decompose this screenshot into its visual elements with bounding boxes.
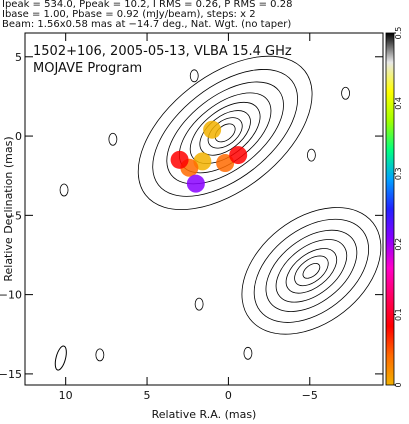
- y-axis-label: Relative Declination (mas): [2, 136, 15, 281]
- contour-line: [152, 69, 298, 197]
- y-tick-label: 0: [15, 130, 22, 143]
- beam-ellipse: [54, 345, 67, 371]
- header-line-2: Ibase = 1.00, Pbase = 0.92 (mJy/beam), s…: [2, 9, 256, 20]
- contour-line: [275, 239, 348, 303]
- noise-contour: [95, 348, 105, 362]
- polarization-patch: [216, 154, 235, 173]
- colorbar-tick-label: 0: [394, 382, 403, 387]
- plot-title: 1502+106, 2005-05-13, VLBA 15.4 GHz: [33, 44, 292, 59]
- contour-line: [253, 218, 370, 323]
- polarization-patch: [229, 146, 248, 165]
- x-tick-label: 0: [225, 389, 232, 402]
- colorbar-tick-label: 0.4: [394, 97, 403, 110]
- noise-contour: [341, 86, 350, 100]
- y-tick-label: −15: [0, 368, 22, 381]
- contour-line: [137, 55, 313, 210]
- noise-contour: [306, 148, 316, 162]
- noise-contour: [108, 132, 118, 146]
- plot-frame: [24, 32, 384, 386]
- contour-line: [265, 229, 358, 312]
- header-line-3: Beam: 1.56x0.58 mas at −14.7 deg., Nat. …: [2, 19, 292, 30]
- contour-line: [166, 81, 284, 185]
- contour-group-jet: [241, 207, 382, 335]
- colorbar: [385, 32, 395, 386]
- y-tick-label: −10: [0, 289, 22, 302]
- contour-line: [241, 207, 382, 335]
- noise-contour: [59, 183, 69, 197]
- plot-area: [25, 33, 383, 385]
- noise-contour: [243, 346, 253, 360]
- noise-contour: [194, 297, 204, 311]
- x-tick-label: 10: [59, 389, 73, 402]
- polarization-patch: [203, 120, 222, 139]
- colorbar-tick-label: 0.1: [394, 308, 403, 321]
- x-tick-label: 5: [144, 389, 151, 402]
- polarization-patch: [170, 150, 189, 169]
- noise-contour: [189, 69, 199, 83]
- y-tick-label: 5: [15, 51, 22, 64]
- contour-line: [294, 255, 329, 287]
- contour-line: [302, 263, 321, 279]
- contour-line: [199, 110, 251, 156]
- contour-line: [285, 248, 338, 294]
- colorbar-tick-label: 0.3: [394, 167, 403, 180]
- polarization-patch: [186, 174, 205, 193]
- x-tick-label: −5: [302, 389, 318, 402]
- y-tick-label: −5: [6, 209, 22, 222]
- plot-subtitle: MOJAVE Program: [33, 61, 142, 76]
- colorbar-tick-label: 0.5: [394, 27, 403, 40]
- colorbar-tick-label: 0.2: [394, 238, 403, 251]
- header-line-1: Ipeak = 534.0, Ppeak = 10.2, I RMS = 0.2…: [2, 0, 293, 10]
- x-axis-label: Relative R.A. (mas): [152, 408, 257, 421]
